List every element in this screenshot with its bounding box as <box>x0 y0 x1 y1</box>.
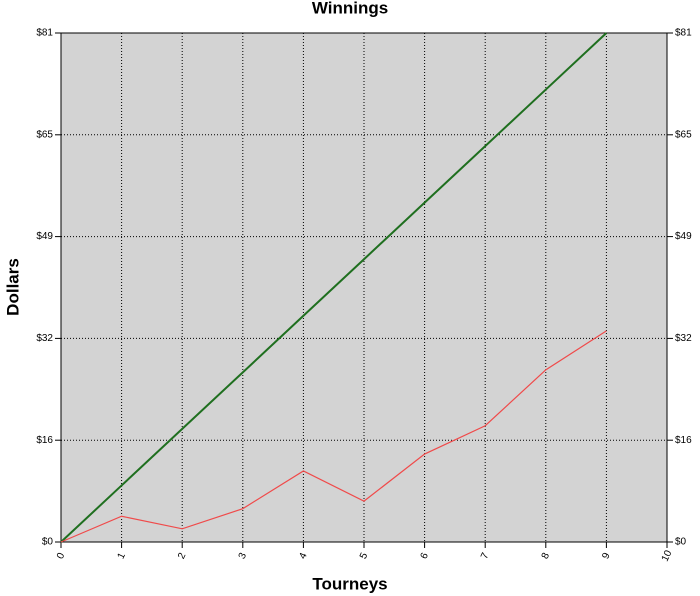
series-line <box>60 32 608 543</box>
y-tick-label: $65 <box>36 129 53 140</box>
x-tick-label: 6 <box>419 551 432 561</box>
y-axis-label: Dollars <box>3 258 22 316</box>
y-tick-label: $0 <box>42 537 54 548</box>
y-tick-label: $32 <box>36 333 53 344</box>
y2-tick-label: $81 <box>675 28 692 39</box>
x-tick-label: 2 <box>176 551 189 561</box>
x-tick-label: 3 <box>237 551 250 561</box>
y-tick-label: $49 <box>36 231 53 242</box>
chart-title: Winnings <box>312 0 388 17</box>
y2-tick-label: $65 <box>675 129 692 140</box>
y-tick-label: $81 <box>36 28 53 39</box>
x-tick-label: 4 <box>297 551 310 561</box>
x-axis-label: Tourneys <box>312 574 387 593</box>
y2-tick-label: $32 <box>675 333 692 344</box>
y-tick-label: $16 <box>36 435 53 446</box>
x-tick-label: 9 <box>600 551 613 561</box>
x-tick-label: 5 <box>358 551 371 561</box>
x-tick-label: 7 <box>479 551 492 561</box>
x-tick-label: 8 <box>540 551 553 561</box>
y2-tick-label: $49 <box>675 231 692 242</box>
y2-tick-label: $16 <box>675 435 692 446</box>
x-tick-label: 0 <box>55 551 68 561</box>
x-tick-label: 10 <box>660 548 675 563</box>
y2-tick-label: $0 <box>675 537 687 548</box>
x-tick-label: 1 <box>116 551 129 561</box>
series-line <box>60 330 607 543</box>
